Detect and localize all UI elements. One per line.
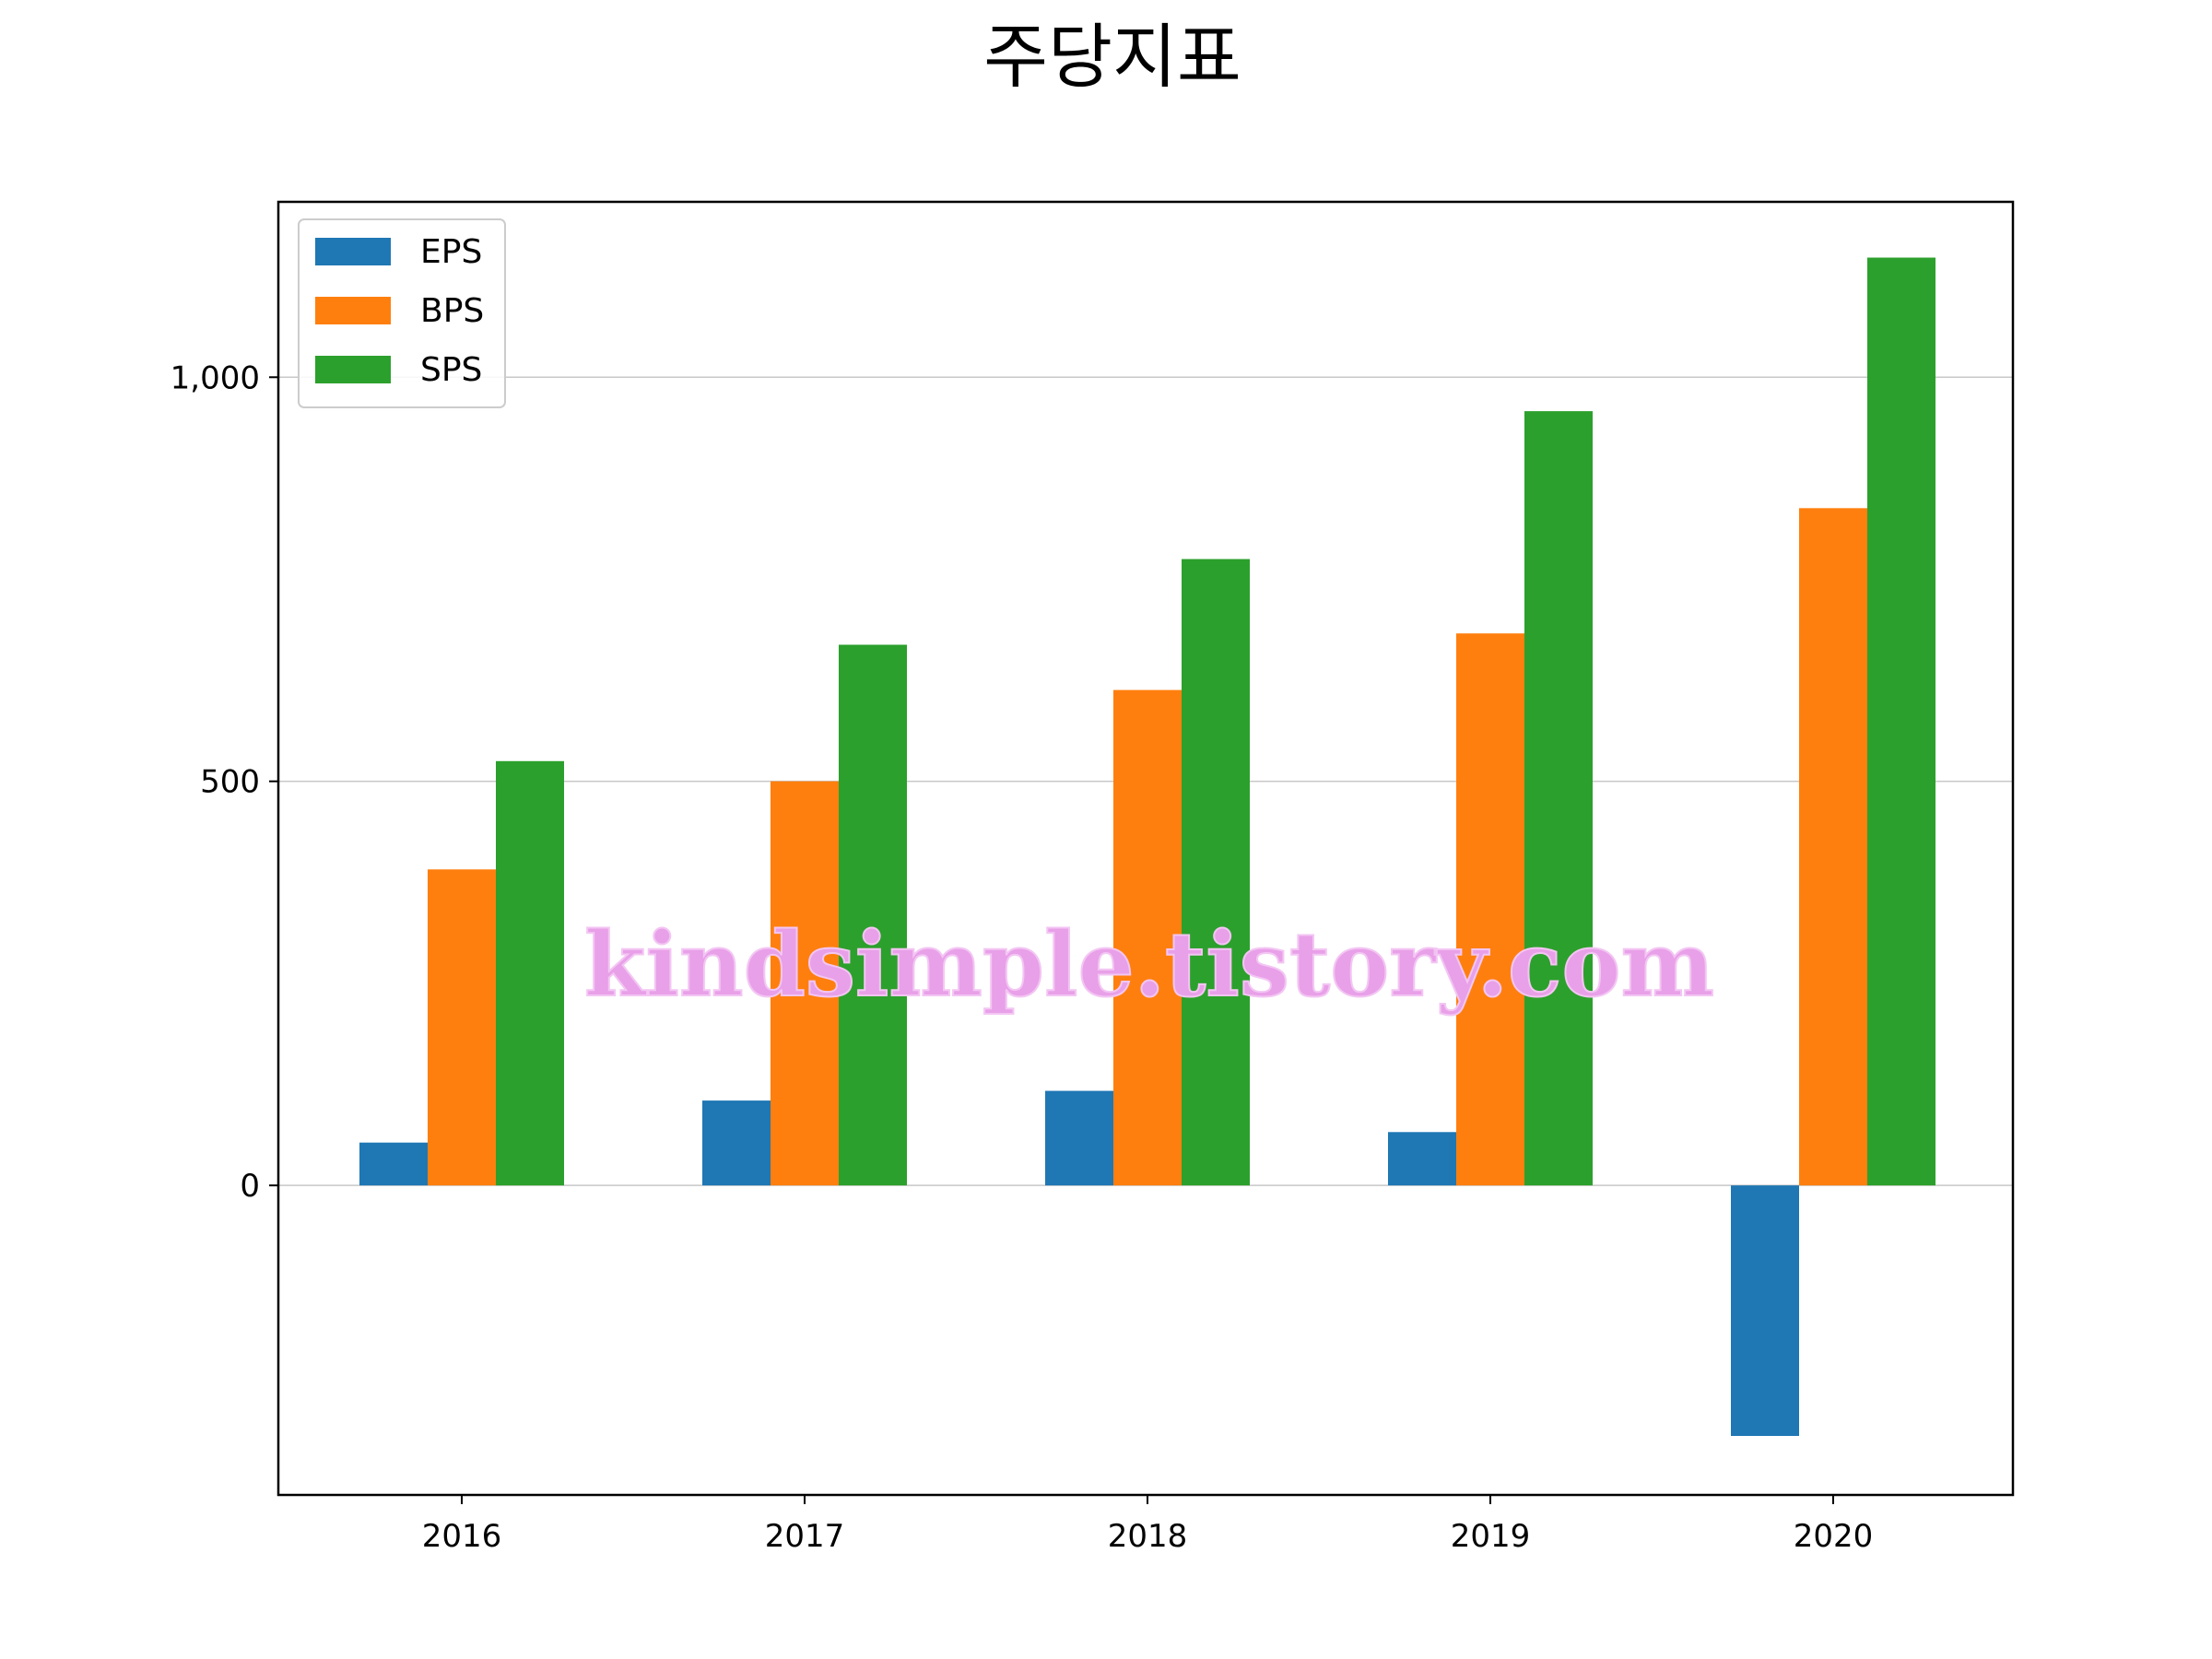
bar-bps-2019: [1456, 633, 1524, 1186]
y-tick-label: 1,000: [171, 359, 260, 396]
bar-eps-2018: [1045, 1090, 1113, 1186]
bar-sps-2019: [1524, 411, 1593, 1186]
bar-eps-2017: [702, 1100, 771, 1186]
x-tick-label: 2017: [765, 1518, 845, 1555]
legend-label-bps: BPS: [420, 292, 484, 330]
y-tick-label: 0: [240, 1168, 260, 1205]
x-tick-label: 2020: [1794, 1518, 1874, 1555]
chart-title: 주당지표: [983, 16, 1241, 98]
bars: [359, 257, 1936, 1436]
legend-swatch-bps: [315, 297, 391, 324]
bar-sps-2016: [496, 760, 564, 1186]
x-tick-label: 2018: [1108, 1518, 1188, 1555]
bar-sps-2017: [839, 644, 907, 1186]
legend-label-eps: EPS: [420, 233, 482, 271]
bar-sps-2018: [1182, 559, 1250, 1186]
legend-label-sps: SPS: [420, 351, 482, 389]
bar-sps-2020: [1867, 257, 1936, 1186]
y-axis: 0 500 1,000: [171, 359, 278, 1205]
bar-eps-2019: [1388, 1132, 1456, 1186]
bar-eps-2020: [1731, 1185, 1799, 1436]
plot-frame: [276, 200, 2015, 1497]
bar-bps-2017: [771, 781, 839, 1186]
x-tick-label: 2019: [1451, 1518, 1531, 1555]
bar-bps-2020: [1799, 508, 1867, 1186]
watermark: kindsimple.tistory.com: [584, 912, 1714, 1017]
legend: EPS BPS SPS: [298, 218, 506, 408]
x-axis: 2016 2017 2018 2019 2020: [422, 1495, 1874, 1555]
bar-eps-2016: [359, 1142, 428, 1186]
legend-swatch-eps: [315, 238, 391, 265]
bar-bps-2018: [1113, 689, 1182, 1186]
x-tick-label: 2016: [422, 1518, 502, 1555]
bar-bps-2016: [428, 869, 496, 1186]
legend-swatch-sps: [315, 356, 391, 383]
y-tick-label: 500: [200, 764, 260, 801]
